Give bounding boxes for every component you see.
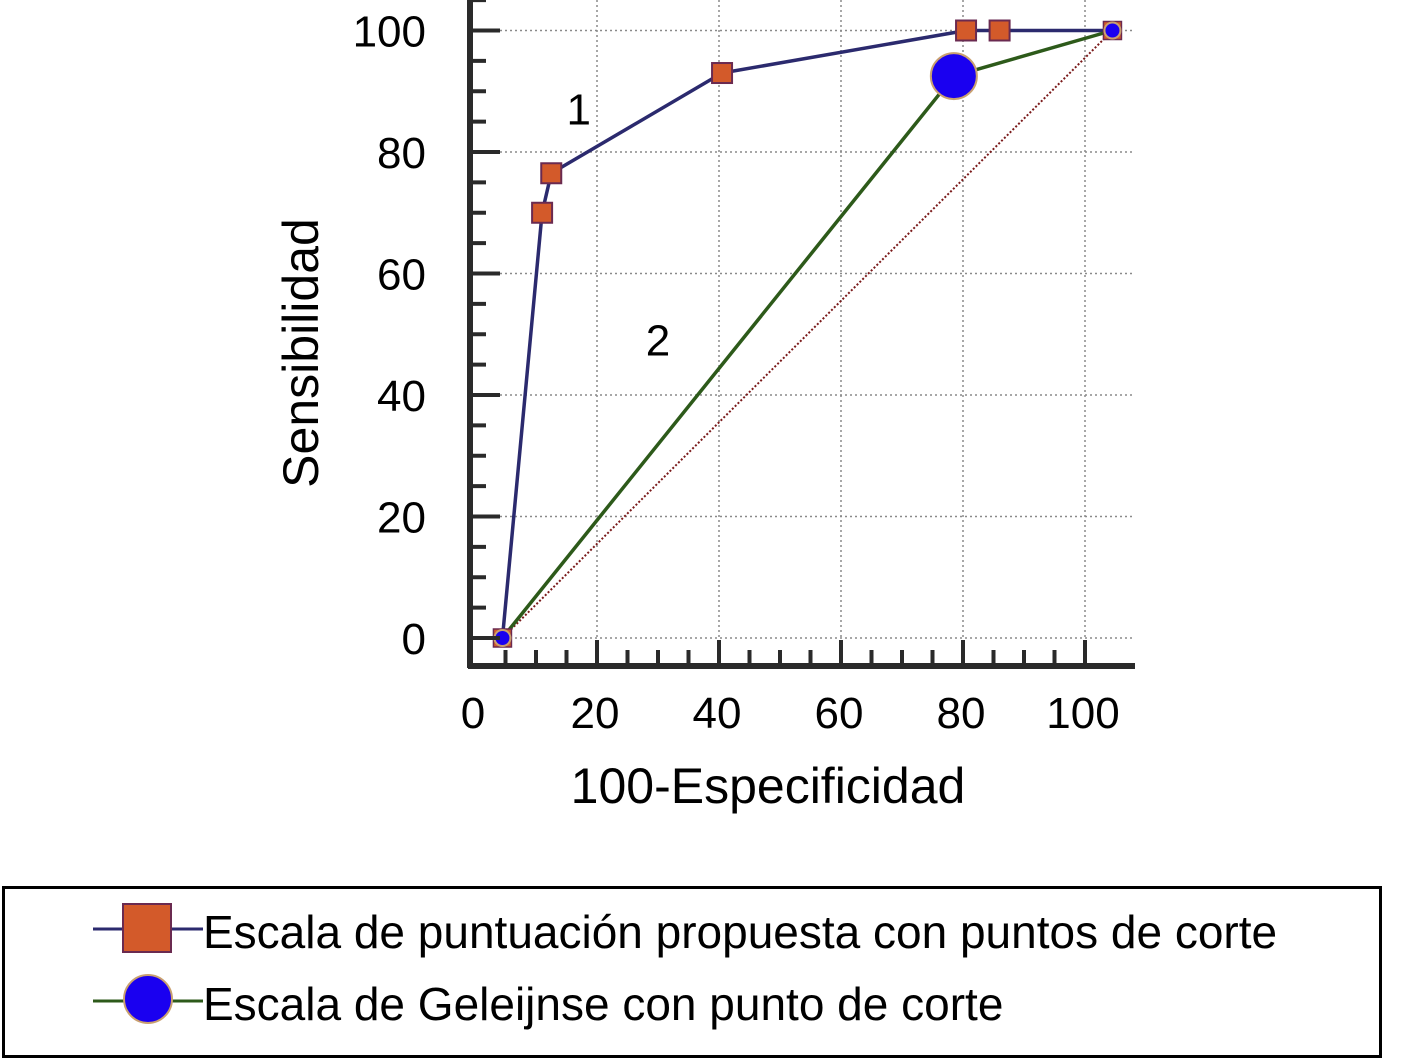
annotation-2: 2	[646, 316, 670, 365]
axes	[467, 0, 1135, 669]
y-tick-label-80: 80	[377, 129, 426, 178]
legend-item-geleijnse: Escala de Geleijnse con punto de corte	[5, 971, 1379, 1041]
series-2-point-2	[1103, 21, 1122, 40]
reference-line	[501, 29, 1114, 639]
x-tick-label-60: 60	[815, 689, 864, 738]
series-2-point-1	[929, 52, 978, 101]
y-axis-label: Sensibilidad	[273, 218, 329, 488]
series-1-point-3	[711, 62, 734, 85]
x-axis-label: 100-Especificidad	[571, 758, 966, 814]
reference-diagonal	[501, 29, 1114, 639]
legend-label-proposed: Escala de puntuación propuesta con punto…	[203, 906, 1278, 958]
x-tick-label-20: 20	[571, 689, 620, 738]
grid	[470, 0, 1135, 666]
y-tick-label-40: 40	[377, 372, 426, 421]
roc-chart: 0 20 40 60 80 100 0 20 40 60 80 100 100-Especificid…	[273, 0, 1135, 814]
series-1-point-5	[988, 19, 1011, 42]
legend-item-proposed: Escala de puntuación propuesta con punto…	[5, 899, 1379, 969]
y-tick-label-100: 100	[353, 8, 426, 57]
x-tick-label-0: 0	[461, 689, 485, 738]
y-tick-label-60: 60	[377, 251, 426, 300]
legend: Escala de puntuación propuesta con punto…	[2, 886, 1382, 1058]
y-tick-label-0: 0	[402, 615, 426, 664]
legend-marker-square	[93, 903, 203, 953]
series-1-point-1	[531, 201, 554, 224]
x-tick-label-80: 80	[937, 689, 986, 738]
x-tick-label-40: 40	[693, 689, 742, 738]
tick-labels: 0 20 40 60 80 100 0 20 40 60 80 100	[353, 8, 1120, 739]
series-1-point-4	[955, 19, 978, 42]
series-1-point-2	[540, 162, 563, 185]
x-tick-label-100: 100	[1046, 689, 1119, 738]
legend-label-geleijnse: Escala de Geleijnse con punto de corte	[203, 978, 1004, 1030]
series-markers	[492, 19, 1123, 648]
legend-marker-circle	[93, 974, 203, 1024]
annotation-1: 1	[566, 85, 590, 134]
y-tick-label-20: 20	[377, 494, 426, 543]
